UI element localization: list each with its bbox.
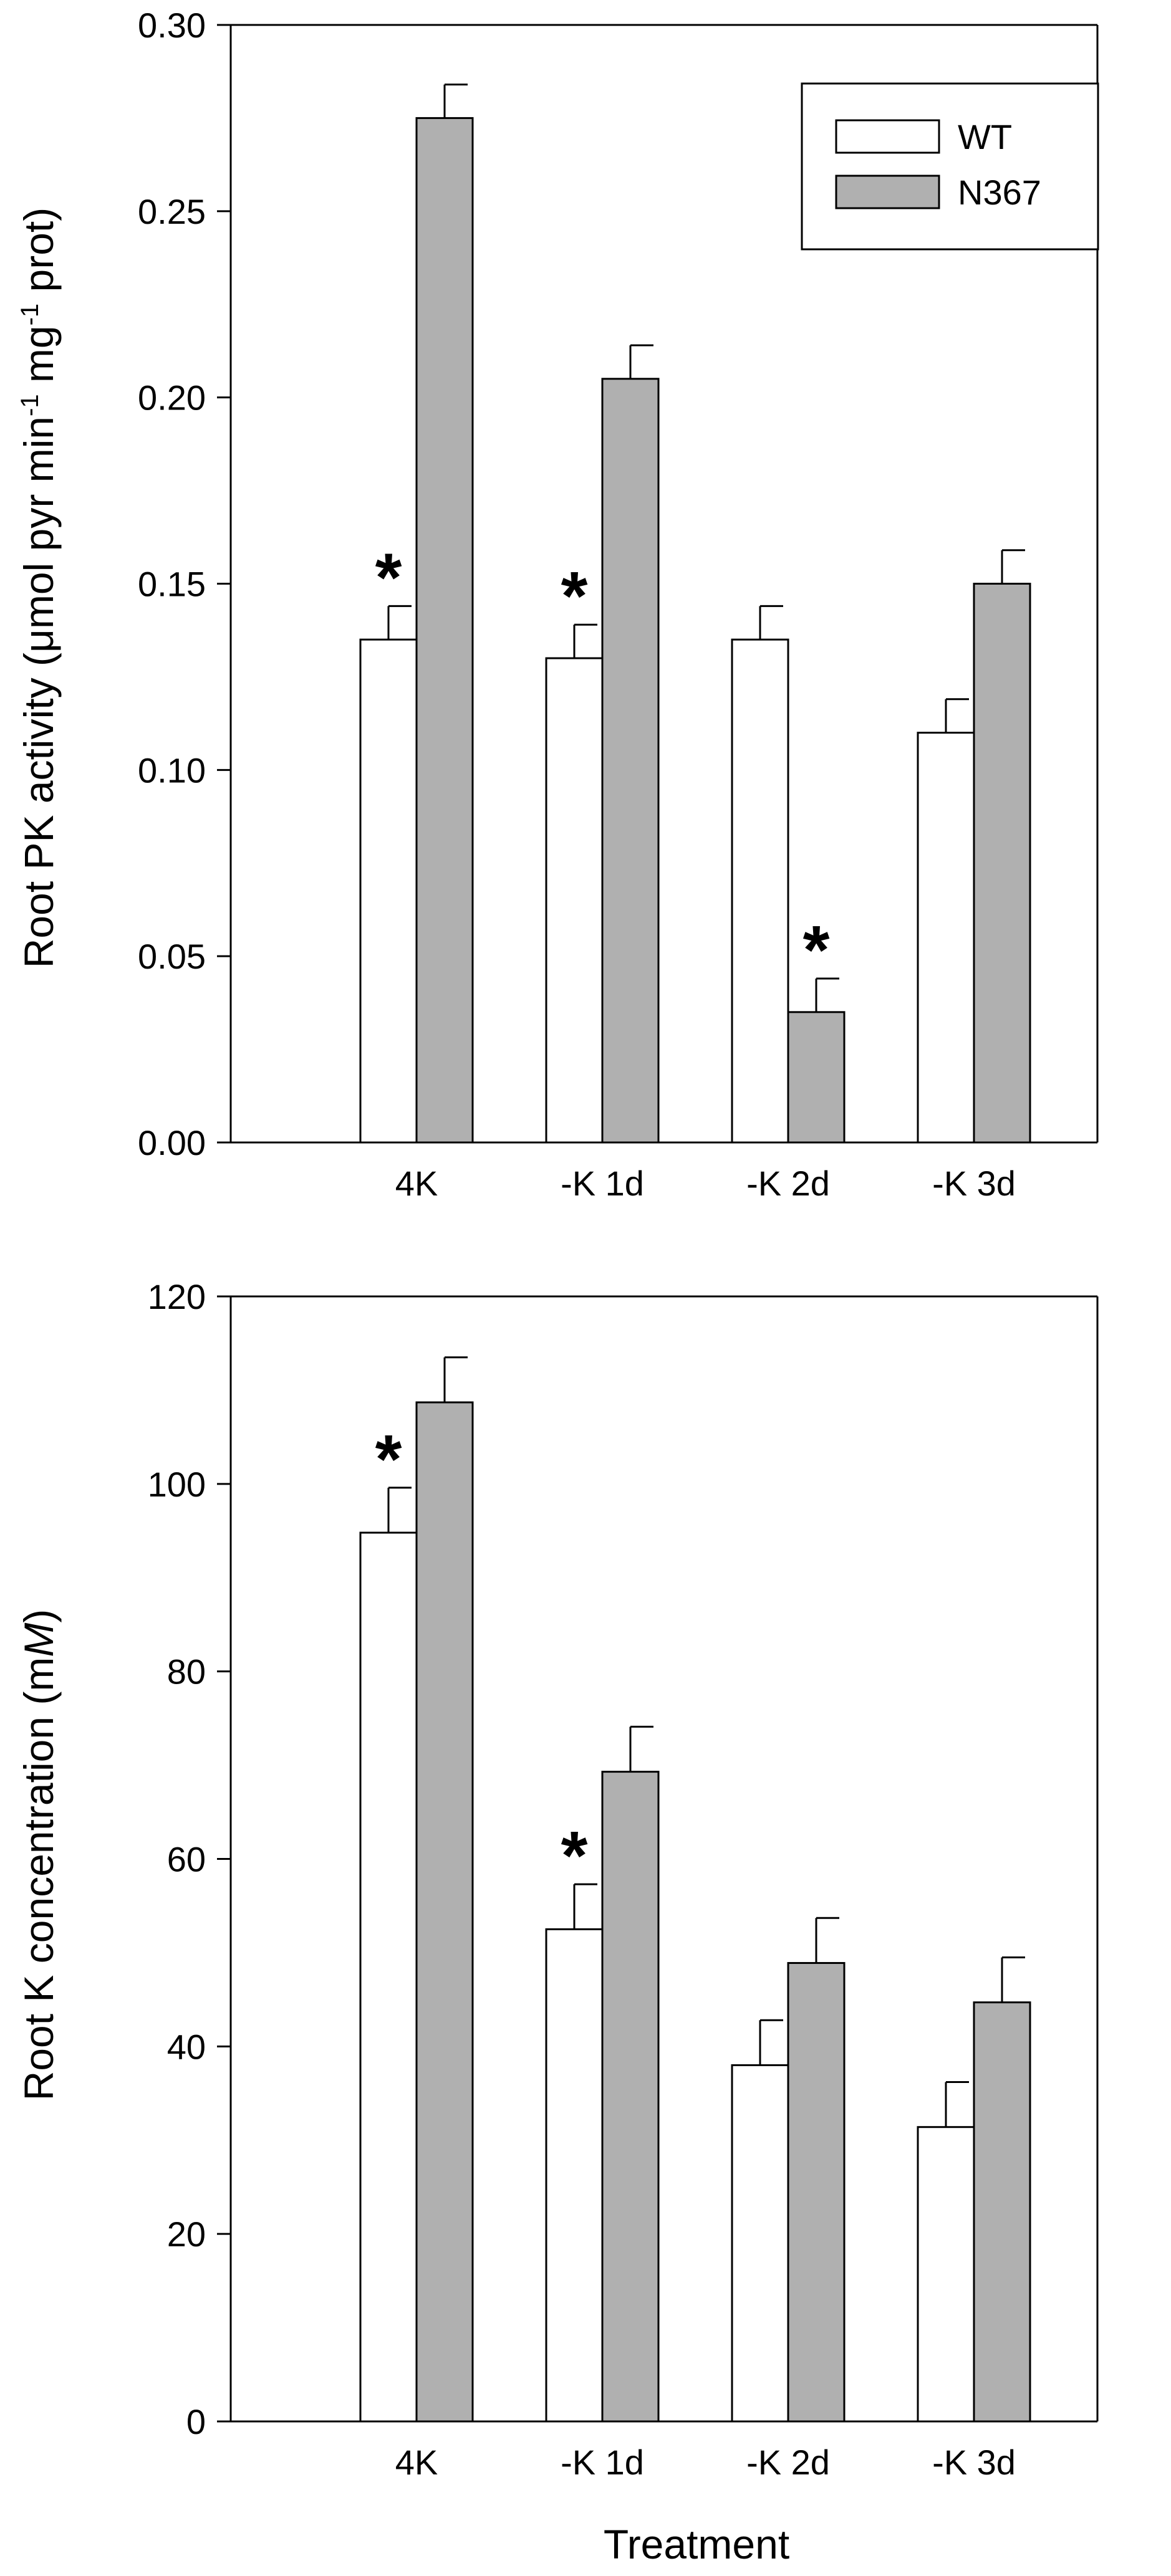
legend-label-wt: WT <box>958 117 1012 156</box>
y-tick-label: 100 <box>148 1465 206 1504</box>
significance-star: * <box>375 539 402 616</box>
bar-wt <box>545 657 604 1144</box>
bar-n367 <box>973 583 1031 1144</box>
y-tick-label: 120 <box>148 1277 206 1316</box>
bar-n367 <box>973 2001 1031 2423</box>
bar-n367 <box>601 378 660 1144</box>
x-tick-label: -K 2d <box>746 1164 830 1203</box>
k-axes <box>217 1295 1099 2423</box>
bar-n367 <box>787 1011 846 1144</box>
y-tick-label: 40 <box>167 2027 206 2066</box>
pk-bars <box>359 117 1031 1144</box>
k-bars <box>359 1401 1031 2423</box>
k-error-bars <box>387 1356 1025 2127</box>
x-tick-label: -K 3d <box>932 2443 1016 2482</box>
bar-wt <box>731 638 789 1144</box>
k-x-tick-labels: 4K -K 1d -K 2d -K 3d <box>395 2443 1016 2482</box>
bar-n367 <box>787 1961 846 2423</box>
bar-wt <box>359 638 418 1144</box>
bar-n367 <box>415 117 474 1144</box>
bar-wt <box>917 2126 975 2423</box>
y-tick-label: 0.30 <box>138 6 206 45</box>
y-tick-label: 0.05 <box>138 937 206 976</box>
significance-star: * <box>561 558 588 634</box>
bar-wt <box>545 1928 604 2423</box>
y-tick-label: 0.20 <box>138 378 206 418</box>
y-tick-label: 0.25 <box>138 192 206 231</box>
k-y-axis-title: Root K concentration (mM) <box>16 1609 62 2101</box>
y-tick-label: 80 <box>167 1652 206 1692</box>
y-tick-label: 0.10 <box>138 750 206 790</box>
y-tick-label: 0.00 <box>138 1123 206 1162</box>
y-tick-label: 0 <box>186 2402 206 2441</box>
legend: WT N367 <box>801 82 1099 251</box>
x-tick-label: 4K <box>395 2443 438 2482</box>
bar-n367 <box>415 1401 474 2423</box>
legend-label-n367: N367 <box>958 173 1041 212</box>
x-tick-label: -K 1d <box>561 1164 644 1203</box>
bar-wt <box>731 2064 789 2423</box>
significance-star: * <box>375 1421 402 1498</box>
bar-n367 <box>601 1771 660 2423</box>
x-axis-title: Treatment <box>604 2521 789 2567</box>
bar-wt <box>359 1531 418 2423</box>
x-tick-label: -K 1d <box>561 2443 644 2482</box>
significance-star: * <box>561 1817 588 1894</box>
pk-y-axis-title: Root PK activity (μmol pyr min-1 mg-1 pr… <box>16 208 62 968</box>
legend-box <box>801 82 1099 251</box>
k-y-tick-labels: 0 20 40 60 80 100 120 <box>148 1277 206 2441</box>
x-tick-label: -K 3d <box>932 1164 1016 1203</box>
pk-activity-chart: * * * 0.00 0.05 0.10 0.15 0.20 0.25 0.30 4K -K 1d… <box>16 6 1099 1203</box>
x-tick-label: -K 2d <box>746 2443 830 2482</box>
legend-swatch-wt <box>835 119 940 154</box>
significance-star: * <box>803 912 830 989</box>
pk-error-bars <box>387 84 1025 1012</box>
legend-swatch-n367 <box>835 175 940 209</box>
y-tick-label: 0.15 <box>138 565 206 604</box>
pk-significance-markers: * * * <box>375 539 830 989</box>
y-tick-label: 60 <box>167 1840 206 1879</box>
k-significance-markers: ** <box>375 1421 588 1894</box>
bar-wt <box>917 732 975 1144</box>
x-tick-label: 4K <box>395 1164 438 1203</box>
pk-y-tick-labels: 0.00 0.05 0.10 0.15 0.20 0.25 0.30 <box>138 6 206 1162</box>
pk-x-tick-labels: 4K -K 1d -K 2d -K 3d <box>395 1164 1016 1203</box>
y-tick-label: 20 <box>167 2214 206 2254</box>
